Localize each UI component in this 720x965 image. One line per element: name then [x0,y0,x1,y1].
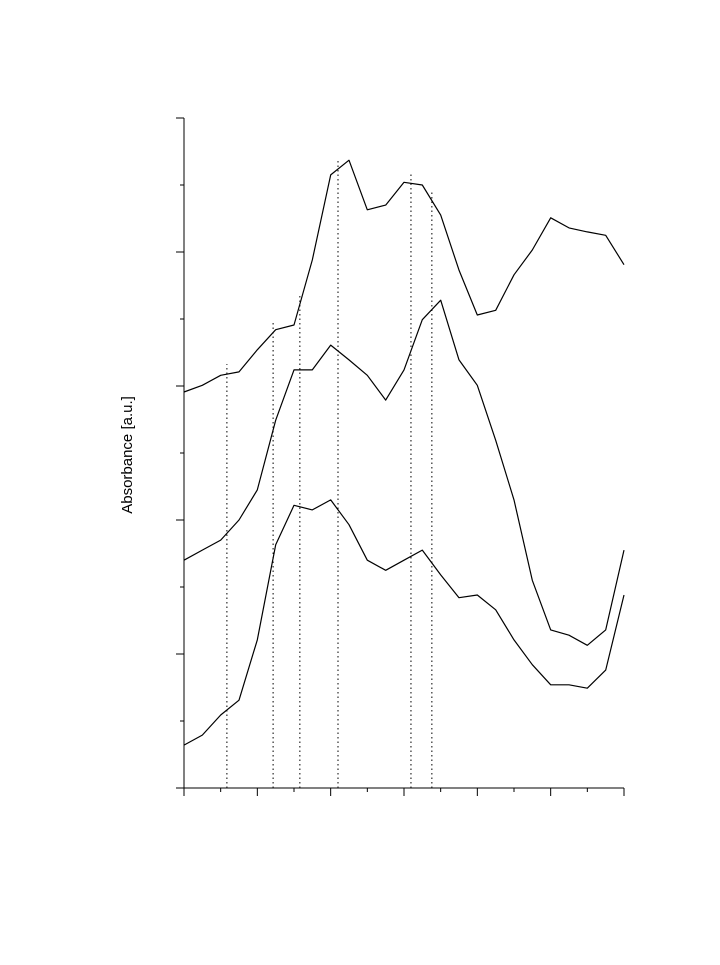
spectrum-line [183,499,625,746]
y-axis-label: Absorbance [a.u.] [119,396,136,514]
spectrum-line [183,159,625,393]
spectrum-line [183,299,625,646]
